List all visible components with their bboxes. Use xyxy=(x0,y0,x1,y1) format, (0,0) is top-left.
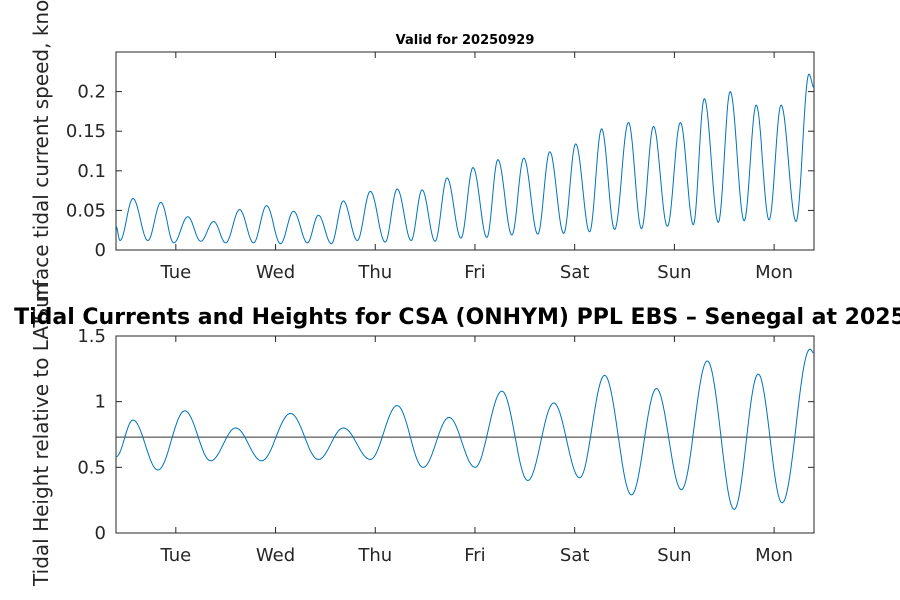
height-series-line xyxy=(115,348,815,510)
x-tick-label: Mon xyxy=(755,262,793,283)
x-tick-label: Wed xyxy=(256,545,295,566)
speed-panel: Tue Wed Thu Fri Sat Sun Mon 0 0.05 0.1 0.15 0.2 Val… xyxy=(29,0,815,321)
y-tick-label: 0.5 xyxy=(77,457,106,478)
x-tick-label: Sun xyxy=(657,545,691,566)
y-tick-label: 0.2 xyxy=(77,82,106,103)
y-tick-label: 0.05 xyxy=(66,200,106,221)
x-tick-label: Mon xyxy=(755,545,793,566)
y-tick-label: 1 xyxy=(95,392,106,413)
speed-series-line xyxy=(115,73,815,245)
height-y-axis-label: Tidal Height relative to LAT, m xyxy=(29,283,53,587)
y-tick-label: 0.1 xyxy=(77,161,106,182)
y-tick-label: 1.5 xyxy=(77,326,106,347)
x-tick-label: Fri xyxy=(464,262,485,283)
x-tick-label: Tue xyxy=(159,545,191,566)
x-tick-label: Thu xyxy=(357,262,392,283)
x-tick-label: Fri xyxy=(464,545,485,566)
x-tick-label: Sat xyxy=(560,262,590,283)
x-tick-label: Wed xyxy=(256,262,295,283)
x-tick-label: Thu xyxy=(357,545,392,566)
y-tick-label: 0 xyxy=(95,523,106,544)
height-plot-area xyxy=(115,335,815,534)
height-panel: Tue Wed Thu Fri Sat Sun Mon 0 0.5 1 1.5 Tidal Heig… xyxy=(29,283,815,587)
speed-y-axis-label: Surface tidal current speed, knots xyxy=(29,0,53,321)
x-tick-label: Sun xyxy=(657,262,691,283)
main-title: Tidal Currents and Heights for CSA (ONHY… xyxy=(14,305,900,330)
speed-chart-title: Valid for 20250929 xyxy=(396,33,535,48)
x-tick-label: Tue xyxy=(159,262,191,283)
x-tick-label: Sat xyxy=(560,545,590,566)
y-tick-label: 0.15 xyxy=(66,121,106,142)
y-tick-label: 0 xyxy=(95,240,106,261)
